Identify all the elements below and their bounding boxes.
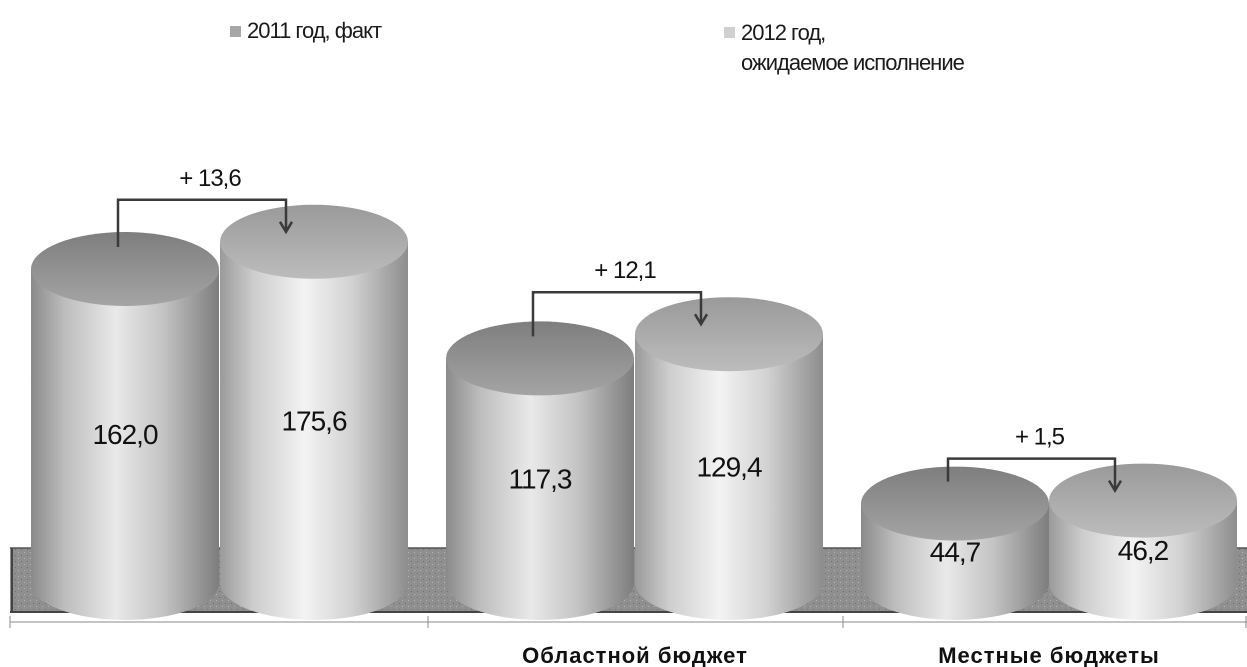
bar-body [446, 358, 634, 620]
diff-bracket-2 [531, 290, 709, 337]
bar-2-2 [635, 297, 823, 620]
legend-label-2011: 2011 год, факт [247, 18, 382, 43]
value-label: 129,4 [696, 452, 761, 483]
value-label: 162,0 [92, 419, 157, 450]
bracket-line [531, 290, 703, 337]
category-label: Местные бюджеты [938, 643, 1160, 667]
value-label: 46,2 [1118, 535, 1169, 566]
bar-top [635, 297, 823, 372]
arrow-head [1107, 479, 1123, 494]
arrow-head [693, 313, 709, 327]
bar-top [1049, 463, 1237, 538]
category-label: Областной бюджет [522, 643, 748, 667]
bar-body [635, 334, 823, 620]
bar-top [31, 232, 219, 306]
value-label: 175,6 [281, 405, 346, 436]
bar-body [220, 241, 408, 621]
legend-label-2012: 2012 год, ожидаемое исполнение [741, 20, 965, 75]
value-label: 117,3 [509, 464, 572, 495]
bar-2-1 [220, 204, 408, 621]
legend-item-2012: 2012 год, ожидаемое исполнение [724, 18, 965, 78]
bar-body [31, 269, 219, 620]
bar-1-3 [861, 466, 1049, 620]
legend-item-2011: 2011 год, факт [230, 18, 382, 44]
bar-top [220, 204, 408, 279]
bar-top [446, 321, 634, 396]
diff-bracket-3 [946, 457, 1123, 494]
bracket-line [946, 457, 1117, 489]
bar-1-1 [31, 232, 219, 620]
diff-label: + 1,5 [1015, 424, 1065, 451]
bar-2-3 [1049, 463, 1237, 620]
bar-top [861, 466, 1049, 541]
arrow-head [278, 221, 294, 235]
value-label: 44,7 [930, 536, 981, 567]
bracket-line [116, 198, 288, 247]
diff-bracket-1 [116, 198, 294, 247]
diff-label: + 12,1 [594, 257, 656, 284]
legend-swatch-2011 [230, 26, 241, 37]
diff-label: + 13,6 [179, 165, 241, 192]
legend-swatch-2012 [724, 27, 735, 38]
bar-1-2 [446, 321, 634, 620]
